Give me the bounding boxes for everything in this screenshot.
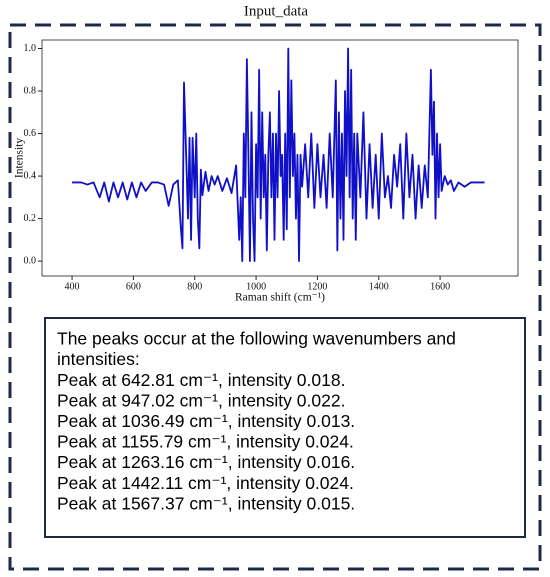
x-tick-label: 1000 — [246, 281, 266, 292]
text-line: The peaks occur at the following wavenum… — [57, 329, 456, 349]
x-tick-label: 1200 — [307, 281, 327, 292]
text-box — [44, 317, 526, 538]
x-axis-label: Raman shift (cm⁻¹) — [235, 292, 325, 304]
x-tick-label: 1600 — [430, 281, 450, 292]
figure-title: Input_data — [244, 3, 308, 19]
text-line: Peak at 642.81 cm⁻¹, intensity 0.018. — [57, 370, 345, 390]
y-tick-label: 0.0 — [24, 255, 37, 266]
x-tick-label: 600 — [126, 281, 141, 292]
text-line: Peak at 1155.79 cm⁻¹, intensity 0.024. — [57, 432, 354, 452]
y-tick-label: 0.2 — [24, 213, 37, 224]
y-tick-label: 0.6 — [24, 128, 37, 139]
text-line: Peak at 947.02 cm⁻¹, intensity 0.022. — [57, 390, 345, 410]
y-axis-label: Intensity — [14, 138, 26, 178]
text-line: Peak at 1442.11 cm⁻¹, intensity 0.024. — [57, 473, 354, 493]
text-line: Peak at 1567.37 cm⁻¹, intensity 0.015. — [57, 493, 355, 513]
text-line: intensities: — [57, 349, 140, 369]
text-line: Peak at 1036.49 cm⁻¹, intensity 0.013. — [57, 411, 355, 431]
y-tick-label: 0.4 — [24, 170, 37, 181]
plot-area — [41, 39, 519, 277]
spectrum-line — [72, 47, 485, 263]
x-tick-label: 800 — [187, 281, 202, 292]
text-line: Peak at 1263.16 cm⁻¹, intensity 0.016. — [57, 452, 355, 472]
y-tick-label: 1.0 — [24, 43, 37, 54]
y-tick-label: 0.8 — [24, 85, 37, 96]
x-tick-label: 400 — [65, 281, 80, 292]
dashed-frame — [8, 23, 542, 571]
x-tick-label: 1400 — [369, 281, 389, 292]
